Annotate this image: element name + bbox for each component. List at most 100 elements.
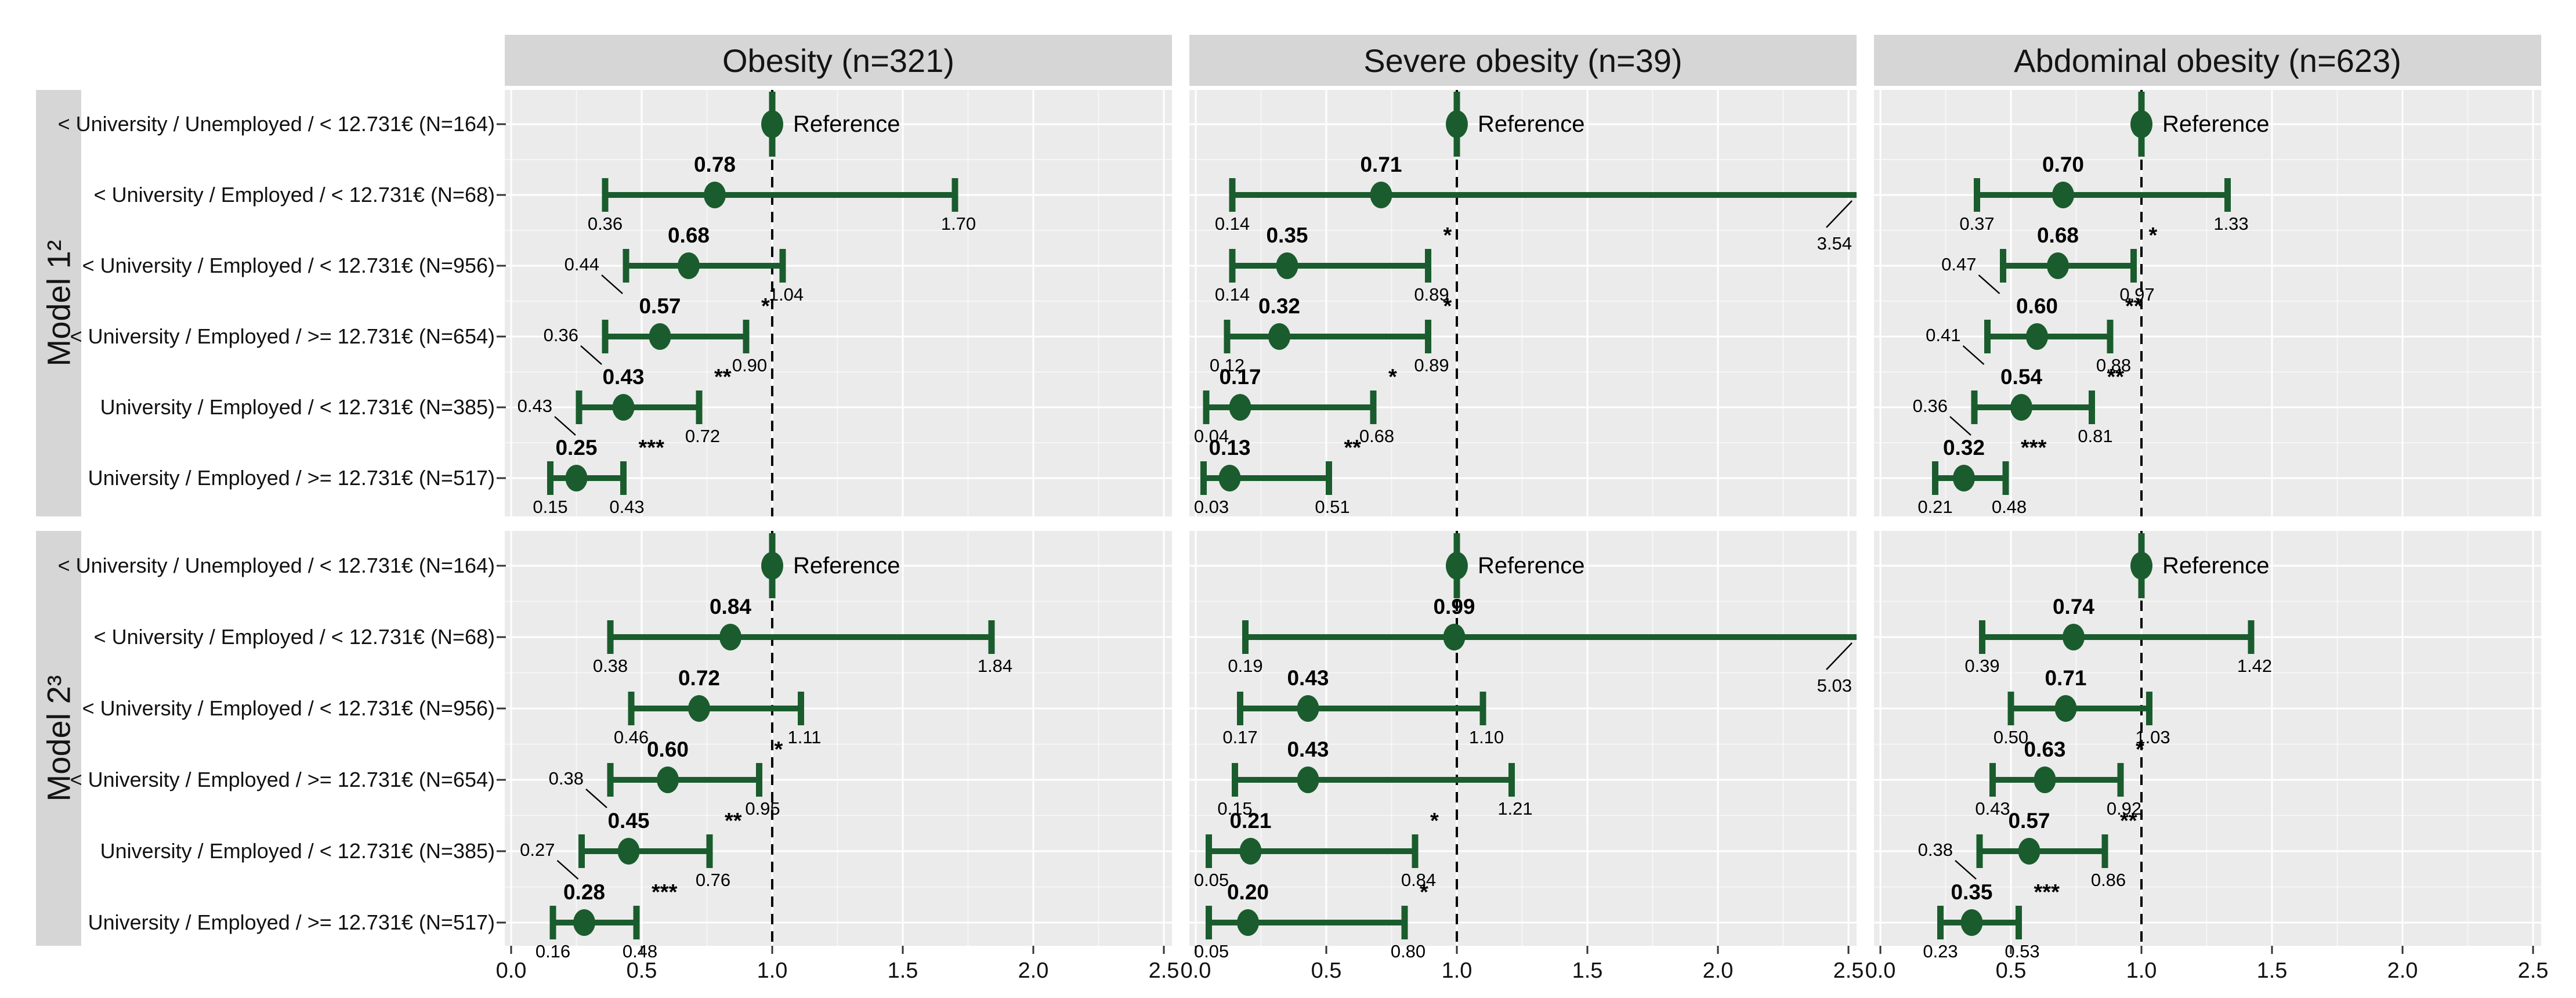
ci-high-label: 0.81 bbox=[2078, 426, 2112, 446]
ci-cap-low bbox=[628, 692, 635, 725]
or-label: 0.60 bbox=[647, 737, 689, 761]
ci-bar bbox=[610, 777, 759, 783]
significance-stars: * bbox=[1388, 365, 1397, 389]
significance-stars: ** bbox=[725, 809, 742, 833]
ci-cap-high bbox=[696, 390, 703, 424]
ci-cap-low bbox=[607, 620, 614, 654]
or-label: 0.43 bbox=[1287, 737, 1329, 761]
ci-cap-high bbox=[706, 834, 713, 868]
or-point bbox=[1443, 624, 1466, 650]
or-label: 0.70 bbox=[2042, 153, 2084, 176]
ci-high-label: 0.48 bbox=[1992, 497, 2027, 517]
ci-high-leader bbox=[1826, 642, 1853, 670]
or-label: 0.20 bbox=[1227, 880, 1269, 904]
significance-stars: ** bbox=[2120, 809, 2137, 833]
forest-row: 0.13 ** 0.03 0.51 bbox=[1194, 436, 1361, 517]
ci-low-label: 0.14 bbox=[1215, 214, 1250, 234]
forest-row: 0.60 ** 0.41 0.88 bbox=[1926, 294, 2143, 375]
or-label: 0.17 bbox=[1219, 365, 1261, 389]
facet-title-obesity: Obesity (n=321) bbox=[505, 35, 1172, 86]
x-axis-tick-label: 2.0 bbox=[2387, 959, 2418, 983]
ci-high-label: 0.95 bbox=[745, 798, 780, 819]
ci-cap-low bbox=[547, 461, 553, 495]
ci-low-label: 0.46 bbox=[614, 727, 649, 747]
ci-low-label: 0.38 bbox=[593, 656, 628, 676]
x-axis-tick-label: 1.0 bbox=[757, 959, 788, 983]
ci-cap-low bbox=[602, 178, 609, 212]
forest-row: 0.60 * 0.38 0.95 bbox=[549, 737, 783, 819]
y-axis-label: < University / Employed / < 12.731€ (N=6… bbox=[94, 183, 495, 207]
forest-row: 0.78 0.36 1.70 bbox=[588, 153, 976, 234]
ci-cap-low bbox=[1229, 249, 1236, 283]
or-label: 0.63 bbox=[2024, 737, 2065, 761]
forest-panel: < University / Unemployed / < 12.731€ (N… bbox=[58, 90, 1172, 517]
ci-bar bbox=[579, 404, 699, 410]
or-label: 0.84 bbox=[710, 595, 751, 619]
or-label: 0.71 bbox=[1360, 153, 1402, 176]
y-axis-label: < University / Unemployed / < 12.731€ (N… bbox=[58, 112, 495, 136]
ci-low-label: 0.23 bbox=[1923, 941, 1958, 961]
or-label: 0.57 bbox=[2008, 809, 2050, 833]
or-label: 0.68 bbox=[2037, 223, 2079, 247]
or-label: 0.57 bbox=[639, 294, 681, 318]
ci-bar bbox=[1227, 334, 1428, 339]
significance-stars: ** bbox=[714, 365, 732, 389]
or-point bbox=[2010, 394, 2032, 421]
or-point bbox=[2052, 182, 2074, 208]
ci-bar bbox=[1974, 404, 2092, 410]
forest-row: 0.72 0.46 1.11 bbox=[614, 666, 822, 747]
or-point bbox=[1297, 766, 1319, 793]
significance-stars: *** bbox=[639, 436, 665, 460]
ci-bar bbox=[1987, 334, 2110, 339]
panel-background bbox=[505, 531, 1172, 946]
x-axis-tick-label: 0.5 bbox=[627, 959, 657, 983]
ci-low-label: 0.15 bbox=[533, 497, 567, 517]
ci-low-label: 0.36 bbox=[588, 214, 623, 234]
ci-low-label: 0.47 bbox=[1941, 254, 1976, 274]
x-axis-tick-label: 0.0 bbox=[1865, 959, 1896, 983]
ci-bar bbox=[2011, 706, 2150, 711]
y-axis-label: University / Employed / >= 12.731€ (N=51… bbox=[88, 466, 495, 490]
y-axis-label: University / Employed / < 12.731€ (N=385… bbox=[100, 395, 495, 419]
ci-high-label: 0.86 bbox=[2091, 870, 2126, 890]
significance-stars: * bbox=[1443, 294, 1452, 319]
or-point bbox=[688, 695, 710, 722]
ci-low-label: 0.19 bbox=[1228, 656, 1262, 676]
significance-stars: * bbox=[775, 737, 783, 762]
facet-title-severe-obesity: Severe obesity (n=39) bbox=[1189, 35, 1857, 86]
y-axis-label: < University / Unemployed / < 12.731€ (N… bbox=[58, 554, 495, 577]
ci-cap-low bbox=[1232, 763, 1238, 797]
forest-row: 0.68 0.44 1.04 bbox=[565, 223, 804, 305]
ci-bar bbox=[610, 634, 992, 640]
forest-row: 0.32 * 0.12 0.89 bbox=[1210, 294, 1452, 375]
forest-panel: Reference 0.70 0.37 1.33 0.68 * 0.47 0.97 0.60 **… bbox=[1874, 90, 2541, 517]
ci-low-leader bbox=[1949, 416, 1971, 436]
ci-cap-low bbox=[602, 320, 609, 353]
or-point bbox=[2026, 323, 2048, 350]
ci-high-label: 0.84 bbox=[1401, 870, 1436, 890]
x-axis-tick-label: 1.5 bbox=[888, 959, 918, 983]
ci-low-leader bbox=[554, 416, 576, 436]
forest-row: 0.43 ** 0.43 0.72 bbox=[518, 365, 732, 446]
ci-low-label: 0.14 bbox=[1215, 284, 1250, 305]
ci-cap-high bbox=[2146, 692, 2152, 725]
or-point bbox=[719, 624, 741, 650]
or-label: 0.25 bbox=[555, 436, 597, 460]
forest-row: 0.35 *** 0.23 0.53 bbox=[1923, 880, 2060, 961]
x-axis-tick-label: 1.0 bbox=[2126, 959, 2157, 983]
ci-cap-high bbox=[2002, 461, 2009, 495]
ci-cap-low bbox=[1203, 390, 1210, 424]
x-axis-tick-label: 2.0 bbox=[1703, 959, 1734, 983]
ci-low-label: 0.44 bbox=[565, 254, 599, 274]
ci-low-leader bbox=[556, 860, 579, 880]
or-point bbox=[1960, 909, 1983, 936]
x-axis-tick-label: 2.5 bbox=[1149, 959, 1180, 983]
reference-text: Reference bbox=[2162, 111, 2270, 137]
ci-cap-high bbox=[743, 320, 750, 353]
ci-cap-high bbox=[2107, 320, 2114, 353]
ci-cap-high bbox=[2016, 906, 2022, 939]
ci-cap-low bbox=[1971, 390, 1978, 424]
or-label: 0.68 bbox=[668, 223, 710, 247]
ci-high-label: 1.11 bbox=[787, 727, 821, 747]
